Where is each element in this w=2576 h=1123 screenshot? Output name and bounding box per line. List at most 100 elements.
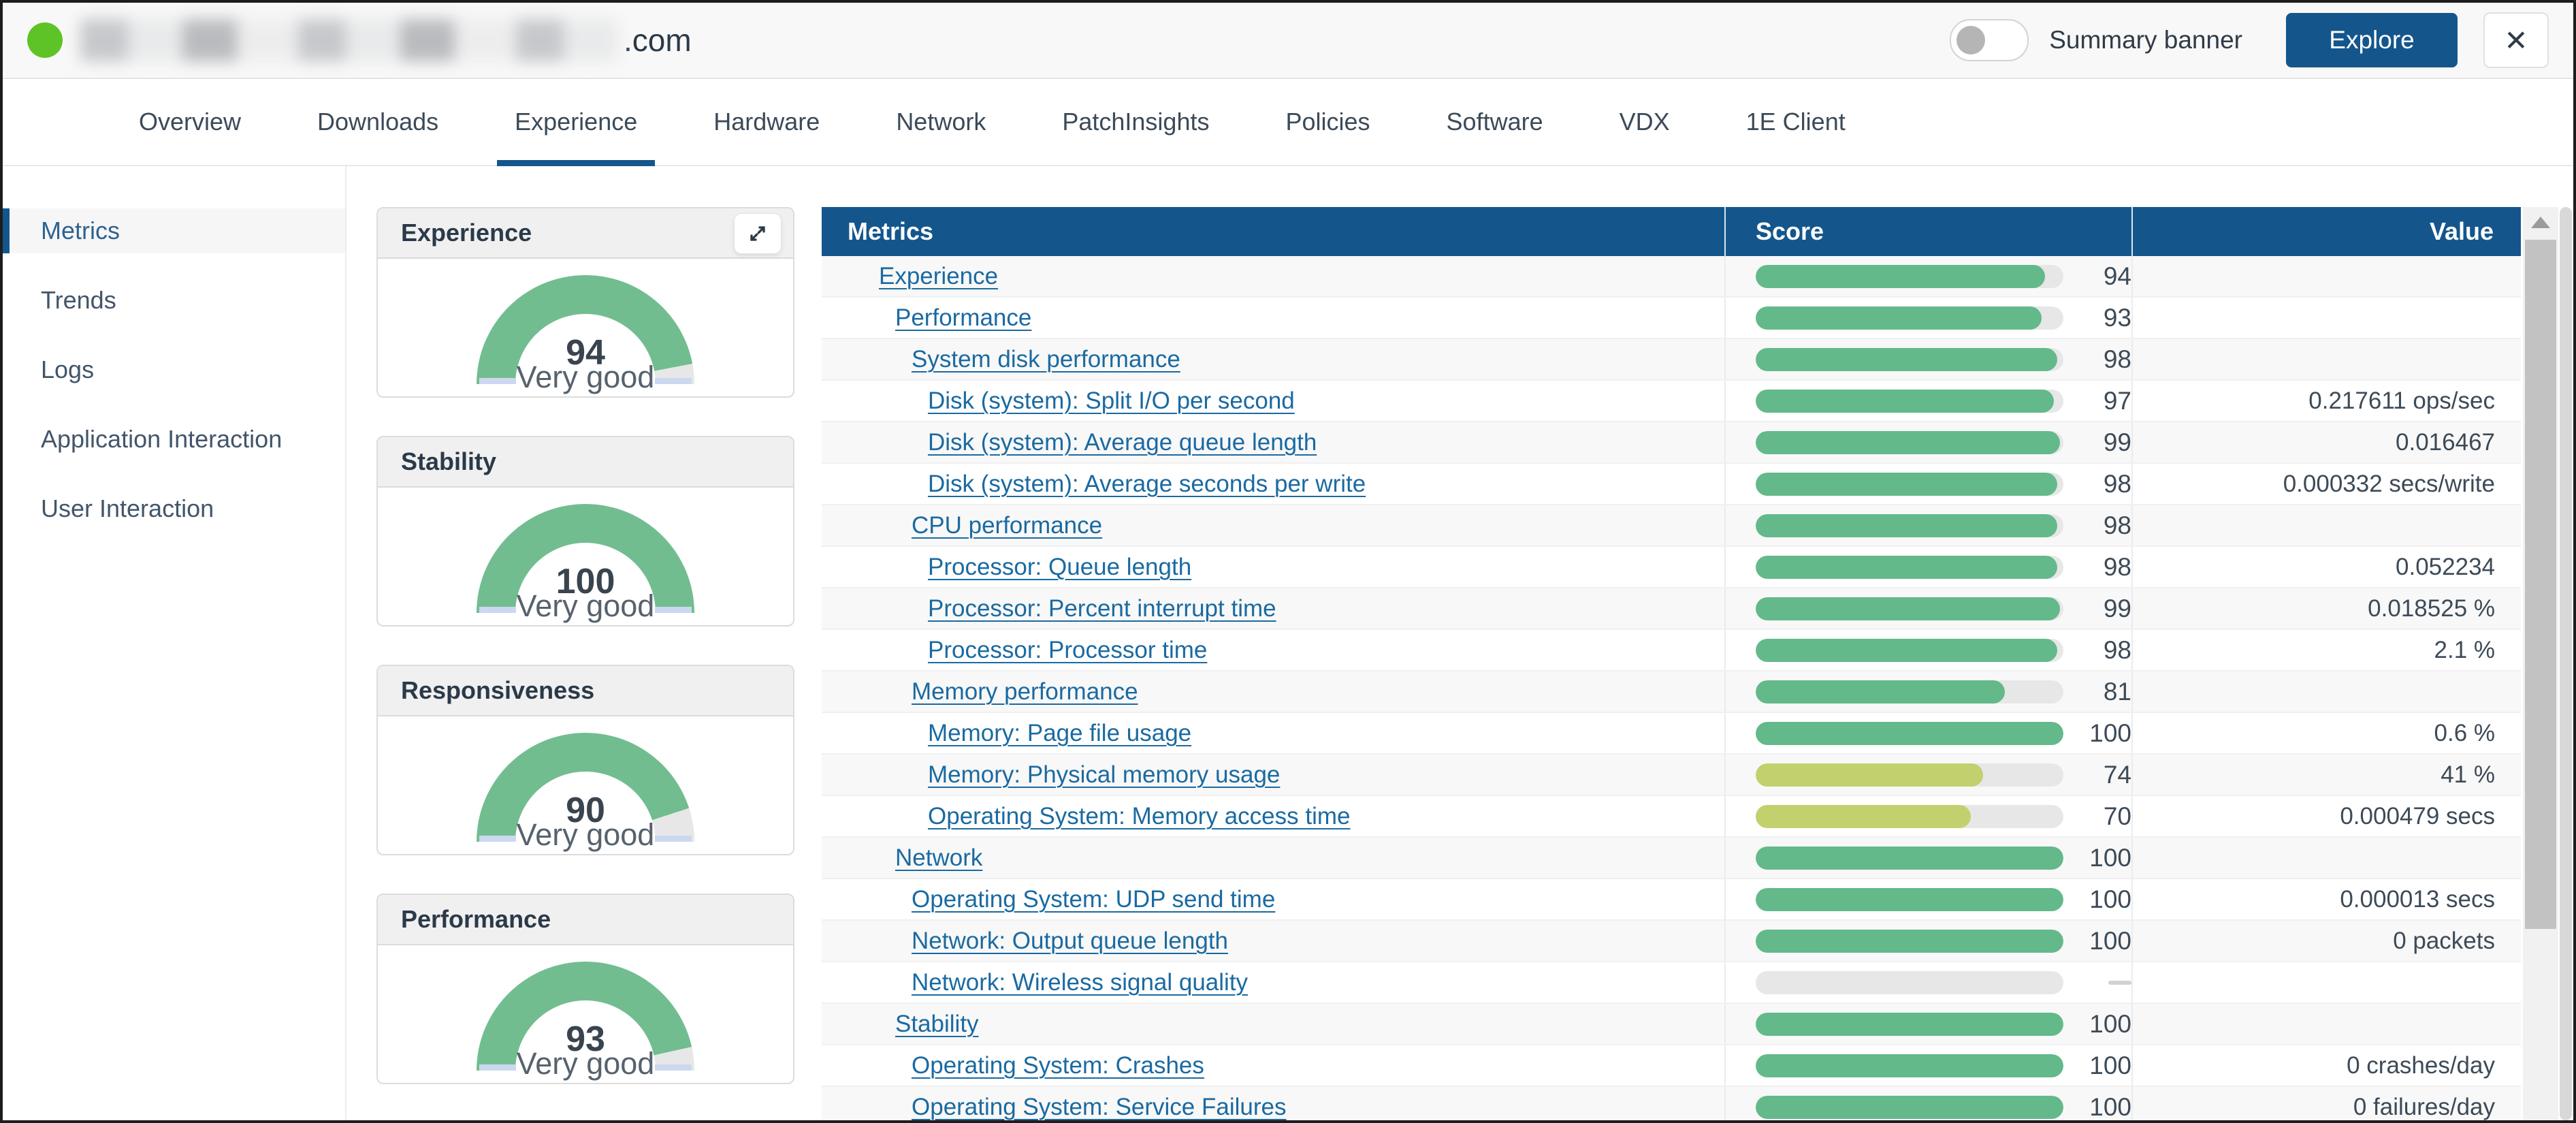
table-scrollbar[interactable] bbox=[2523, 207, 2558, 1120]
score-bar-fill bbox=[1756, 763, 1984, 787]
sidebar-item-application-interaction[interactable]: Application Interaction bbox=[3, 417, 345, 462]
metric-link[interactable]: Network: Output queue length bbox=[912, 927, 1229, 954]
value-cell bbox=[2131, 339, 2521, 379]
tab-software[interactable]: Software bbox=[1413, 79, 1577, 165]
value-cell bbox=[2131, 505, 2521, 545]
score-value: 100 bbox=[2089, 1051, 2131, 1079]
metric-link[interactable]: Experience bbox=[879, 262, 999, 289]
metric-cell: Memory: Page file usage bbox=[822, 713, 1724, 753]
table-row: Network: Wireless signal quality bbox=[822, 962, 2521, 1004]
close-button[interactable]: ✕ bbox=[2483, 12, 2549, 68]
metric-link[interactable]: Network: Wireless signal quality bbox=[912, 968, 1249, 996]
value-cell: 0.217611 ops/sec bbox=[2131, 381, 2521, 421]
sidebar-item-label: Trends bbox=[41, 286, 116, 314]
gauge-card-performance: Performance 93 Very good bbox=[376, 893, 794, 1084]
metric-link[interactable]: Operating System: Memory access time bbox=[928, 802, 1351, 829]
tab-hardware[interactable]: Hardware bbox=[679, 79, 854, 165]
sidebar-nav: Metrics Trends Logs Application Interaction… bbox=[3, 166, 347, 1120]
score-value: 74 bbox=[2103, 760, 2131, 789]
value-cell: 0.000332 secs/write bbox=[2131, 464, 2521, 504]
summary-banner-label: Summary banner bbox=[2049, 26, 2242, 54]
score-cell: 74 bbox=[1724, 755, 2131, 795]
metric-link[interactable]: Operating System: Crashes bbox=[912, 1051, 1204, 1079]
metric-link[interactable]: Operating System: UDP send time bbox=[912, 885, 1276, 913]
sidebar-item-trends[interactable]: Trends bbox=[3, 278, 345, 323]
value-cell bbox=[2131, 1004, 2521, 1044]
metric-link[interactable]: System disk performance bbox=[912, 345, 1180, 373]
device-hostname: .com bbox=[80, 19, 692, 61]
tab-vdx[interactable]: VDX bbox=[1585, 79, 1704, 165]
sidebar-item-metrics[interactable]: Metrics bbox=[3, 208, 345, 253]
metric-cell: Experience bbox=[822, 256, 1724, 296]
metric-link[interactable]: Memory: Physical memory usage bbox=[928, 761, 1281, 788]
score-cell: 100 bbox=[1724, 713, 2131, 753]
table-row: Memory: Page file usage 100 0.6 % bbox=[822, 713, 2521, 755]
table-row: Performance 93 bbox=[822, 298, 2521, 339]
expand-button[interactable] bbox=[735, 214, 781, 253]
gauge-card-title: Experience bbox=[401, 219, 532, 247]
score-cell: 100 bbox=[1724, 1087, 2131, 1120]
score-bar-fill bbox=[1756, 846, 2063, 870]
metric-link[interactable]: Processor: Processor time bbox=[928, 636, 1208, 663]
gauge-card-column: Experience 94 Very good Stability 100 Very go… bbox=[376, 166, 794, 1120]
score-bar-fill bbox=[1756, 1012, 2063, 1036]
page-scrollbar-thumb[interactable] bbox=[2560, 207, 2572, 1120]
sidebar-item-logs[interactable]: Logs bbox=[3, 347, 345, 392]
tab-overview[interactable]: Overview bbox=[105, 79, 275, 165]
metric-link[interactable]: Disk (system): Average queue length bbox=[928, 428, 1317, 456]
tab-patchinsights[interactable]: PatchInsights bbox=[1028, 79, 1243, 165]
score-cell: 100 bbox=[1724, 1045, 2131, 1086]
gauge-tick-right bbox=[655, 378, 692, 384]
metric-cell: Operating System: Memory access time bbox=[822, 796, 1724, 836]
value-cell: 0.000479 secs bbox=[2131, 796, 2521, 836]
metric-link[interactable]: Operating System: Service Failures bbox=[912, 1093, 1287, 1120]
tab-experience[interactable]: Experience bbox=[481, 79, 671, 166]
metric-cell: Memory performance bbox=[822, 671, 1724, 712]
score-bar bbox=[1756, 763, 2063, 787]
table-header-row: Metrics Score Value bbox=[822, 207, 2521, 256]
metric-link[interactable]: Performance bbox=[895, 304, 1032, 331]
header-actions: Summary banner Explore ✕ bbox=[1950, 12, 2549, 68]
metric-link[interactable]: Disk (system): Average seconds per write bbox=[928, 470, 1366, 497]
table-scrollbar-thumb[interactable] bbox=[2525, 240, 2556, 929]
score-empty-dash bbox=[2063, 980, 2131, 985]
metric-link[interactable]: Memory: Page file usage bbox=[928, 719, 1192, 746]
tab-label: VDX bbox=[1619, 108, 1670, 136]
metric-cell: Network bbox=[822, 838, 1724, 878]
value-cell bbox=[2131, 671, 2521, 712]
online-status-icon bbox=[27, 22, 63, 58]
metrics-table-container: Metrics Score Value Experience 94 Performa… bbox=[822, 166, 2573, 1120]
score-bar bbox=[1756, 929, 2063, 953]
tab-network[interactable]: Network bbox=[862, 79, 1020, 165]
score-bar-fill bbox=[1756, 1095, 2063, 1119]
score-value: 98 bbox=[2103, 469, 2131, 498]
score-cell: 100 bbox=[1724, 879, 2131, 919]
gauge-card-body: 93 Very good bbox=[378, 945, 793, 1083]
tab-1e-client[interactable]: 1E Client bbox=[1712, 79, 1880, 165]
tab-bar: Overview Downloads Experience Hardware Netwo… bbox=[3, 79, 2573, 166]
score-value: 98 bbox=[2103, 511, 2131, 539]
metric-link[interactable]: Disk (system): Split I/O per second bbox=[928, 387, 1295, 414]
score-cell: 99 bbox=[1724, 422, 2131, 462]
metric-link[interactable]: Processor: Percent interrupt time bbox=[928, 595, 1276, 622]
gauge-tick-left bbox=[479, 1064, 516, 1071]
table-row: Processor: Queue length 98 0.052234 bbox=[822, 547, 2521, 588]
table-row: Disk (system): Average queue length 99 0.0… bbox=[822, 422, 2521, 464]
metric-link[interactable]: Stability bbox=[895, 1010, 979, 1037]
value-cell bbox=[2131, 838, 2521, 878]
sidebar-item-user-interaction[interactable]: User Interaction bbox=[3, 486, 345, 531]
gauge-score-value: 94 bbox=[566, 333, 605, 373]
metric-link[interactable]: CPU performance bbox=[912, 511, 1103, 539]
explore-button[interactable]: Explore bbox=[2286, 13, 2458, 67]
value-cell: 0 failures/day bbox=[2131, 1087, 2521, 1120]
metric-cell: Operating System: UDP send time bbox=[822, 879, 1724, 919]
metric-link[interactable]: Memory performance bbox=[912, 678, 1138, 705]
metric-link[interactable]: Network bbox=[895, 844, 983, 871]
tab-policies[interactable]: Policies bbox=[1251, 79, 1404, 165]
score-cell: 93 bbox=[1724, 298, 2131, 338]
scrollbar-up-arrow-icon[interactable] bbox=[2531, 217, 2550, 228]
tab-downloads[interactable]: Downloads bbox=[283, 79, 472, 165]
summary-banner-toggle[interactable] bbox=[1950, 19, 2029, 61]
score-value: 94 bbox=[2103, 262, 2131, 290]
metric-link[interactable]: Processor: Queue length bbox=[928, 553, 1192, 580]
